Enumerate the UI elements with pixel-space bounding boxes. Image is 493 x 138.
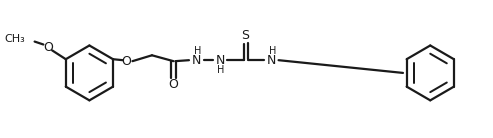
Text: O: O: [43, 41, 53, 54]
Text: H: H: [269, 46, 277, 56]
Text: CH₃: CH₃: [4, 34, 25, 44]
Text: H: H: [194, 46, 202, 56]
Text: S: S: [242, 29, 249, 42]
Text: N: N: [192, 54, 202, 67]
Text: N: N: [215, 54, 225, 67]
Text: O: O: [169, 78, 178, 91]
Text: N: N: [267, 54, 277, 67]
Text: H: H: [217, 65, 225, 75]
Text: O: O: [122, 55, 132, 68]
